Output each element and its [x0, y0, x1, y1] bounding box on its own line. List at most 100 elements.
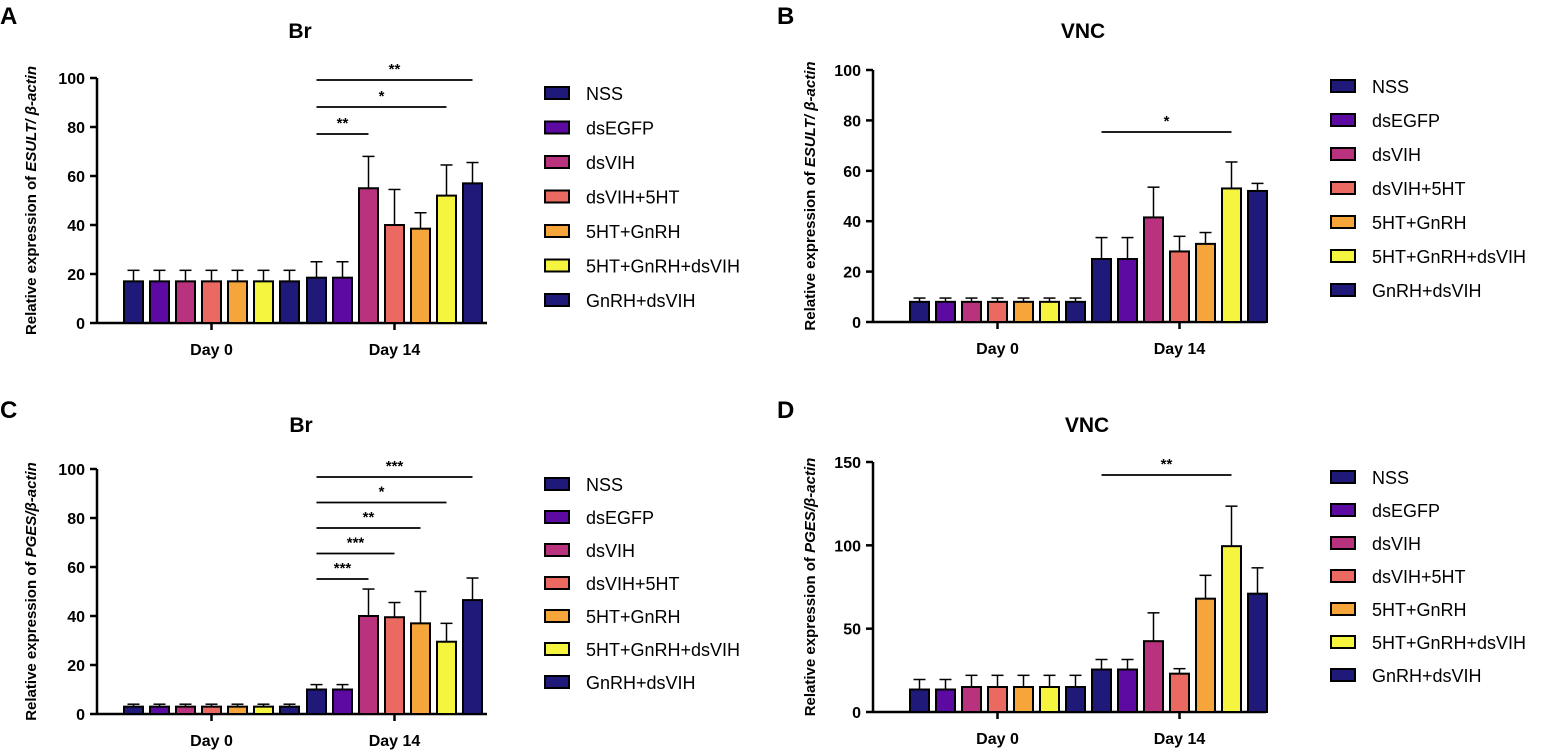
legend-swatch	[544, 189, 570, 204]
legend-swatch	[1330, 602, 1356, 616]
bar-dsvih-5ht-day-14	[384, 616, 405, 715]
legend-swatch	[544, 642, 570, 656]
bar-gnrh-dsvih-day-14	[1247, 189, 1268, 323]
bar-5ht-gnrh-day-14	[410, 622, 431, 715]
legend-swatch	[544, 477, 570, 491]
y-tick-label: 100	[58, 462, 85, 479]
y-tick-label: 40	[843, 214, 861, 231]
legend-swatch	[1330, 215, 1356, 229]
bar-dsvih-5ht-day-0	[987, 300, 1008, 323]
legend-swatch	[544, 120, 570, 135]
y-tick-label: 20	[67, 267, 85, 284]
bar-nss-day-0	[909, 300, 930, 323]
bar-nss-day-0	[123, 280, 144, 325]
y-tick-label: 60	[67, 560, 85, 577]
legend-label: dsVIH+5HT	[586, 574, 680, 594]
y-tick-label: 80	[67, 511, 85, 528]
bar-dsegfp-day-0	[149, 280, 170, 325]
bar-dsegfp-day-14	[1117, 668, 1138, 713]
chart-panel-b: B VNC Relative expression of ESULT/ β-acti…	[777, 3, 1526, 358]
legend-label: dsVIH	[586, 541, 635, 561]
significance-label: ***	[334, 560, 352, 577]
legend-label: 5HT+GnRH	[586, 607, 681, 627]
legend-label: 5HT+GnRH	[1372, 600, 1467, 620]
bar-gnrh-dsvih-day-0	[279, 705, 300, 716]
legend-label: dsEGFP	[586, 508, 654, 528]
legend-swatch	[1330, 635, 1356, 649]
bar-5ht-gnrh-dsvih-day-0	[253, 280, 274, 325]
chart-panel-a: A Br Relative expression of ESULT/ β-actin…	[0, 3, 740, 359]
legend-swatch	[544, 675, 570, 689]
x-category-label: Day 14	[369, 342, 421, 359]
y-tick-label: 100	[834, 538, 861, 555]
bar-nss-day-14	[306, 276, 327, 324]
x-category-label: Day 0	[190, 342, 233, 359]
y-axis-label-prefix: Relative expression of	[23, 557, 40, 720]
legend-label: dsVIH	[1372, 145, 1421, 165]
chart-title: VNC	[1065, 414, 1109, 437]
bar-dsegfp-day-14	[1117, 258, 1138, 323]
y-axis-label-prefix: Relative expression of	[23, 172, 40, 335]
y-tick-label: 100	[58, 71, 85, 88]
y-tick-label: 0	[852, 705, 861, 722]
legend-label: dsVIH	[1372, 534, 1421, 554]
bar-dsvih-5ht-day-14	[384, 224, 405, 324]
bar-dsegfp-day-14	[332, 688, 353, 715]
legend-swatch	[1330, 668, 1356, 682]
legend-swatch	[1330, 79, 1356, 93]
legend-label: NSS	[586, 475, 623, 495]
y-axis-label: Relative expression of PGES/β-actin	[23, 462, 40, 721]
bar-5ht-gnrh-dsvih-day-14	[1221, 187, 1242, 323]
bar-gnrh-dsvih-day-14	[462, 182, 483, 324]
bar-5ht-gnrh-day-0	[1013, 300, 1034, 323]
bar-dsvih-day-14	[1143, 216, 1164, 323]
x-category-label: Day 14	[1154, 731, 1206, 748]
bar-nss-day-14	[1091, 668, 1112, 713]
x-category-label: Day 0	[190, 733, 233, 750]
bar-5ht-gnrh-day-14	[1195, 597, 1216, 714]
y-tick-label: 80	[843, 113, 861, 130]
bar-dsvih-day-0	[175, 705, 196, 716]
legend-label: 5HT+GnRH+dsVIH	[586, 257, 740, 277]
legend-label: GnRH+dsVIH	[586, 291, 696, 311]
legend-label: NSS	[1372, 468, 1409, 488]
y-tick-label: 60	[67, 169, 85, 186]
bar-nss-day-14	[1091, 258, 1112, 323]
bar-5ht-gnrh-day-14	[410, 227, 431, 324]
bar-gnrh-dsvih-day-14	[462, 599, 483, 716]
bar-5ht-gnrh-dsvih-day-14	[436, 194, 457, 325]
legend-label: GnRH+dsVIH	[586, 673, 696, 693]
legend-swatch	[544, 510, 570, 524]
panel-letter: D	[777, 397, 794, 424]
legend-swatch	[1330, 503, 1356, 517]
legend-swatch	[1330, 536, 1356, 550]
bar-dsvih-day-0	[961, 686, 982, 713]
bar-dsvih-5ht-day-0	[987, 686, 1008, 713]
y-tick-label: 150	[834, 455, 861, 472]
y-axis-label-gene: ESULT/ β-actin	[23, 66, 40, 172]
bar-5ht-gnrh-day-14	[1195, 242, 1216, 324]
legend-label: dsEGFP	[1372, 501, 1440, 521]
bar-nss-day-0	[909, 688, 930, 713]
chart-title: Br	[288, 20, 311, 43]
x-category-label: Day 0	[976, 341, 1019, 358]
legend-swatch	[1330, 470, 1356, 484]
y-tick-label: 20	[843, 265, 861, 282]
legend-label: dsVIH+5HT	[586, 188, 680, 208]
panel-letter: A	[0, 3, 17, 30]
y-axis-label: Relative expression of ESULT/ β-actin	[802, 61, 819, 330]
y-tick-label: 0	[76, 707, 85, 724]
x-category-label: Day 14	[1154, 341, 1206, 358]
chart-panel-c: C Br Relative expression of PGES/β-actin 0 2…	[0, 397, 740, 750]
legend-swatch	[544, 258, 570, 273]
bar-dsvih-day-14	[1143, 640, 1164, 714]
bar-dsegfp-day-0	[935, 688, 956, 713]
bar-5ht-gnrh-dsvih-day-0	[1039, 300, 1060, 323]
y-tick-label: 80	[67, 120, 85, 137]
bar-5ht-gnrh-dsvih-day-14	[1221, 545, 1242, 714]
significance-label: **	[389, 61, 401, 78]
bar-dsvih-5ht-day-14	[1169, 250, 1190, 323]
bar-5ht-gnrh-day-0	[227, 280, 248, 325]
legend-label: dsVIH+5HT	[1372, 179, 1466, 199]
